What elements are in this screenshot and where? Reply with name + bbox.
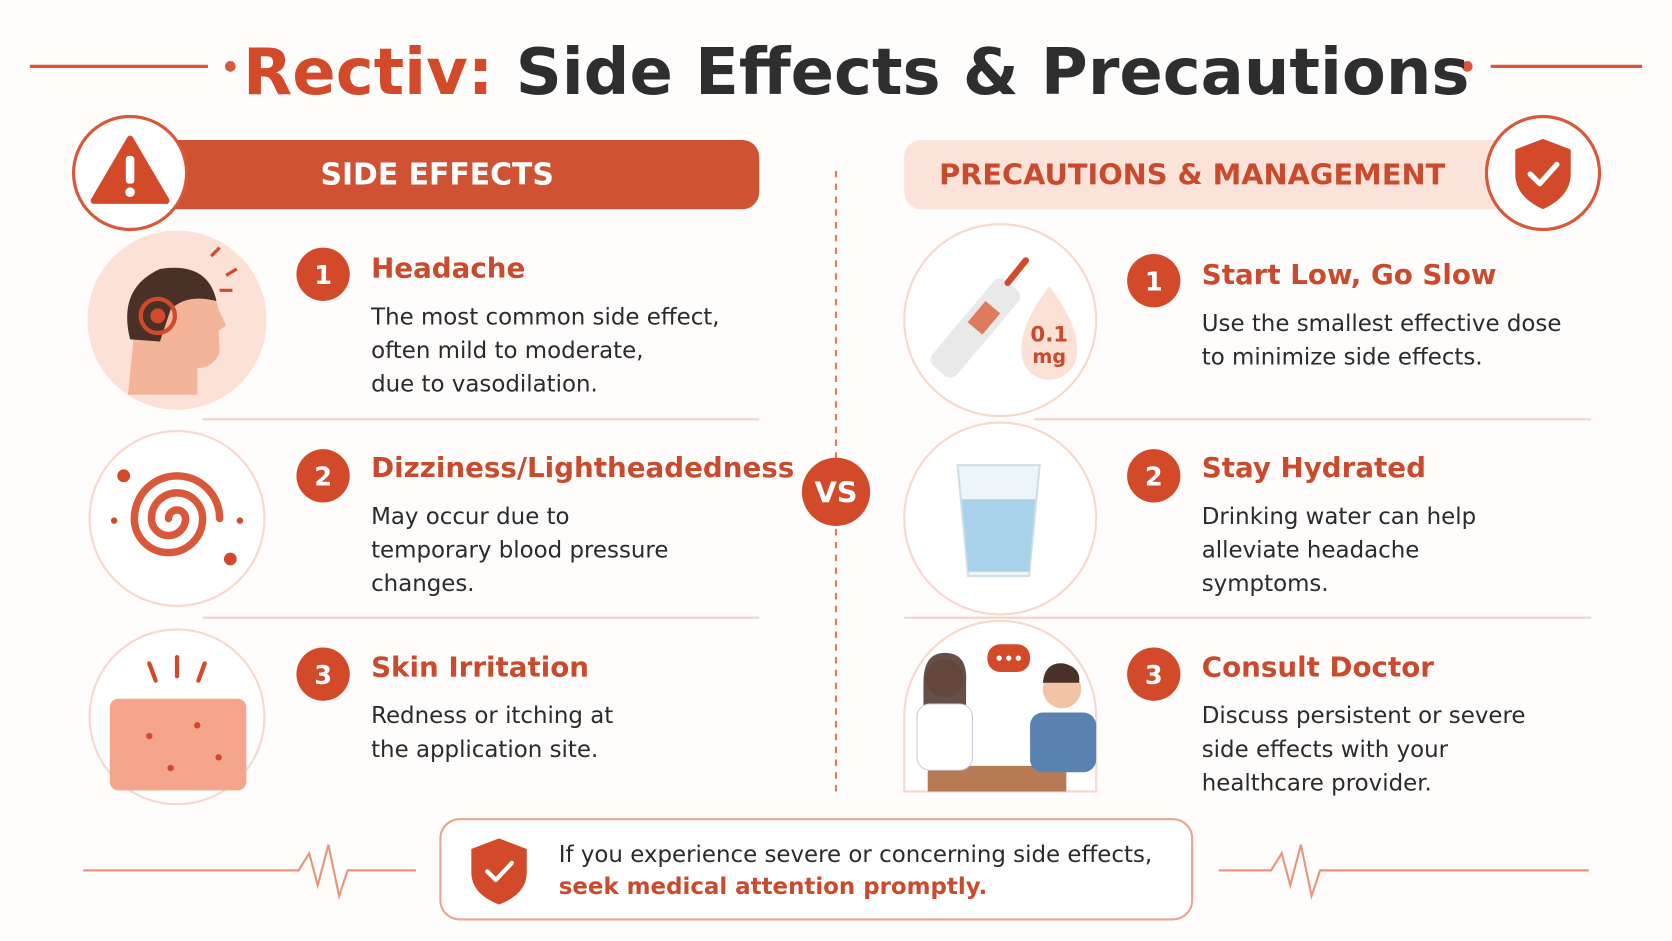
precautions-banner	[904, 139, 1545, 210]
item-number: 3	[314, 661, 332, 691]
item-description: The most common side effect,	[370, 304, 720, 330]
item-title: Start Low, Go Slow	[1202, 258, 1497, 291]
number-badge	[1127, 449, 1181, 503]
vs-label: VS	[814, 475, 857, 509]
item-description: temporary blood pressure	[371, 537, 668, 563]
number-badge	[1127, 647, 1181, 701]
footer-line-1: If you experience severe or concerning s…	[559, 842, 1152, 868]
number-badge	[296, 247, 350, 301]
doctor-illustration	[903, 619, 1098, 793]
item-description: alleviate headache	[1202, 537, 1420, 563]
shield-check	[1527, 161, 1560, 187]
item-description: due to vasodilation.	[371, 372, 598, 398]
item-title: Dizziness/Lightheadedness	[371, 451, 794, 484]
item-number: 1	[1145, 267, 1163, 297]
side-effects-heading: SIDE EFFECTS	[320, 158, 553, 193]
headache-illustration	[87, 230, 267, 410]
item-description: healthcare provider.	[1202, 770, 1432, 796]
side-effects-banner	[159, 139, 760, 210]
item-description: Use the smallest effective dose	[1202, 311, 1562, 337]
number-badge	[1127, 254, 1181, 308]
skin-illustration	[88, 628, 266, 806]
item-title: Stay Hydrated	[1202, 451, 1426, 484]
number-badge	[296, 647, 350, 701]
footer-shield	[471, 838, 527, 905]
item-description: changes.	[371, 571, 475, 597]
item-number: 2	[314, 462, 332, 492]
item-title: Headache	[371, 251, 525, 284]
item-number: 2	[1145, 462, 1163, 492]
item-description: symptoms.	[1202, 571, 1329, 597]
vs-badge	[801, 457, 871, 526]
water-illustration	[903, 421, 1098, 616]
item-description: Drinking water can help	[1202, 504, 1476, 530]
dose-amount: 0.1	[1030, 322, 1068, 347]
item-description: Discuss persistent or severe	[1202, 703, 1526, 729]
number-badge	[296, 449, 350, 503]
title-decor	[29, 61, 1643, 72]
warning-mark	[125, 155, 135, 184]
footer-check	[485, 860, 514, 883]
warning-dot	[125, 187, 135, 197]
item-title: Skin Irritation	[371, 650, 589, 683]
title-brand: Rectiv:	[243, 36, 493, 110]
items: 1 Headache The most common side effect, oft…	[296, 247, 1562, 796]
footer-box	[439, 818, 1194, 921]
item-description: May occur due to	[371, 504, 569, 530]
item-number: 1	[314, 261, 332, 291]
item-number: 3	[1145, 661, 1163, 691]
dizziness-illustration	[88, 429, 266, 607]
footer-line-2: seek medical attention promptly.	[559, 874, 987, 900]
item-description: often mild to moderate,	[371, 338, 643, 364]
item-description: Redness or itching at	[371, 703, 613, 729]
page-title: Rectiv: Side Effects & Precautions	[243, 36, 1469, 110]
shield-icon	[1515, 138, 1571, 210]
item-description: the application site.	[371, 737, 598, 763]
separators	[202, 418, 1591, 619]
item-title: Consult Doctor	[1202, 650, 1435, 683]
item-description: side effects with your	[1202, 737, 1449, 763]
title-rest: Side Effects & Precautions	[516, 36, 1470, 110]
item-description: to minimize side effects.	[1202, 344, 1483, 370]
dose-unit: mg	[1032, 345, 1066, 368]
heartbeat-decor	[83, 844, 1589, 901]
precautions-heading: PRECAUTIONS & MANAGEMENT	[939, 158, 1446, 192]
applicator-illustration: 0.1 mg	[903, 223, 1098, 418]
